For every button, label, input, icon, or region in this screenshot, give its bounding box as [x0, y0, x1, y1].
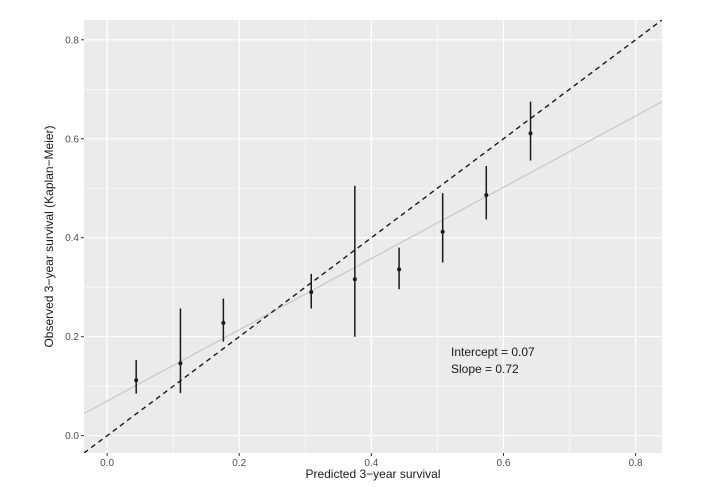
data-point [528, 131, 533, 136]
annotation-intercept: Intercept = 0.07 [451, 345, 535, 359]
x-tick-label: 0.4 [364, 458, 378, 469]
y-tick-label: 0.4 [65, 233, 79, 244]
grid-lines [84, 20, 662, 453]
data-point [221, 320, 226, 325]
data-point [397, 267, 402, 272]
x-tick-label: 0.0 [100, 458, 114, 469]
x-axis-title: Predicted 3−year survival [305, 467, 440, 481]
data-point [440, 229, 445, 234]
x-tick-label: 0.6 [497, 458, 511, 469]
y-tick-label: 0.0 [65, 431, 79, 442]
y-tick-label: 0.2 [65, 332, 79, 343]
data-point [134, 378, 139, 383]
data-point [309, 290, 314, 295]
data-point [484, 193, 489, 198]
data-marks [134, 101, 533, 394]
data-point [352, 277, 357, 282]
axis-ticks: 0.0 0.2 0.4 0.6 0.8 0.0 0.2 0.4 0.6 0.8 [65, 35, 643, 469]
y-tick-label: 0.8 [65, 35, 79, 46]
data-point [178, 361, 183, 366]
annotation-slope: Slope = 0.72 [451, 362, 519, 376]
x-tick-label: 0.2 [232, 458, 246, 469]
x-tick-label: 0.8 [629, 458, 643, 469]
y-tick-label: 0.6 [65, 134, 79, 145]
y-axis-title: Observed 3−year survival (Kaplan−Meier) [42, 125, 56, 347]
